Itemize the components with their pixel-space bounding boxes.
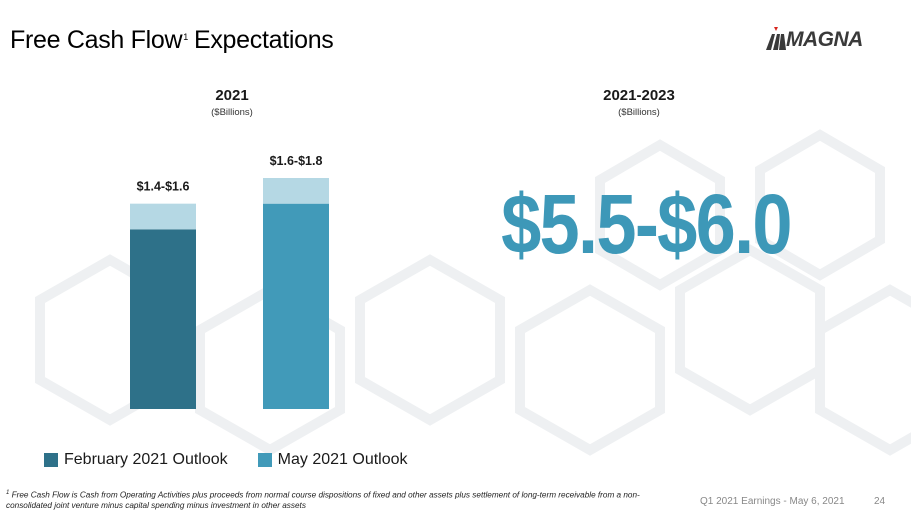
left-year: 2021 (215, 87, 249, 104)
magna-logo-icon (766, 27, 786, 50)
legend-item-feb: February 2021 Outlook (44, 451, 228, 469)
legend-swatch-feb (44, 453, 58, 467)
bar-base-may (263, 203, 329, 409)
bar-base-feb (130, 229, 196, 409)
left-section-heading: 2021 ($Billions) (132, 87, 332, 118)
chart-legend: February 2021 Outlook May 2021 Outlook (44, 451, 438, 469)
left-unit: ($Billions) (211, 107, 253, 118)
right-unit: ($Billions) (618, 107, 660, 118)
data-label-feb: $1.4-$1.6 (137, 180, 190, 194)
footer-event: Q1 2021 Earnings - May 6, 2021 (700, 496, 845, 507)
bar-range-may (263, 178, 329, 204)
legend-label-feb: February 2021 Outlook (64, 451, 228, 468)
legend-swatch-may (257, 453, 272, 467)
right-section-heading: 2021-2023 ($Billions) (539, 87, 739, 118)
legend-item-may: May 2021 Outlook (257, 451, 408, 469)
page-title: Free Cash Flow1 Expectations (10, 26, 334, 54)
data-label-may: $1.6-$1.8 (270, 154, 323, 168)
legend-label-may: May 2021 Outlook (277, 451, 408, 468)
footnote: 1 Free Cash Flow is Cash from Operating … (6, 488, 646, 511)
footnote-marker: 1 (6, 490, 10, 496)
right-year: 2021-2023 (603, 87, 675, 104)
footnote-text: Free Cash Flow is Cash from Operating Ac… (6, 490, 640, 510)
bar-range-feb (130, 203, 196, 230)
title-footnote-marker: 1 (183, 32, 188, 42)
logo-wordmark: MAGNA (786, 28, 863, 51)
page-number: 24 (874, 496, 886, 507)
fcf-2021-2023-value: $5.5-$6.0 (501, 177, 792, 271)
